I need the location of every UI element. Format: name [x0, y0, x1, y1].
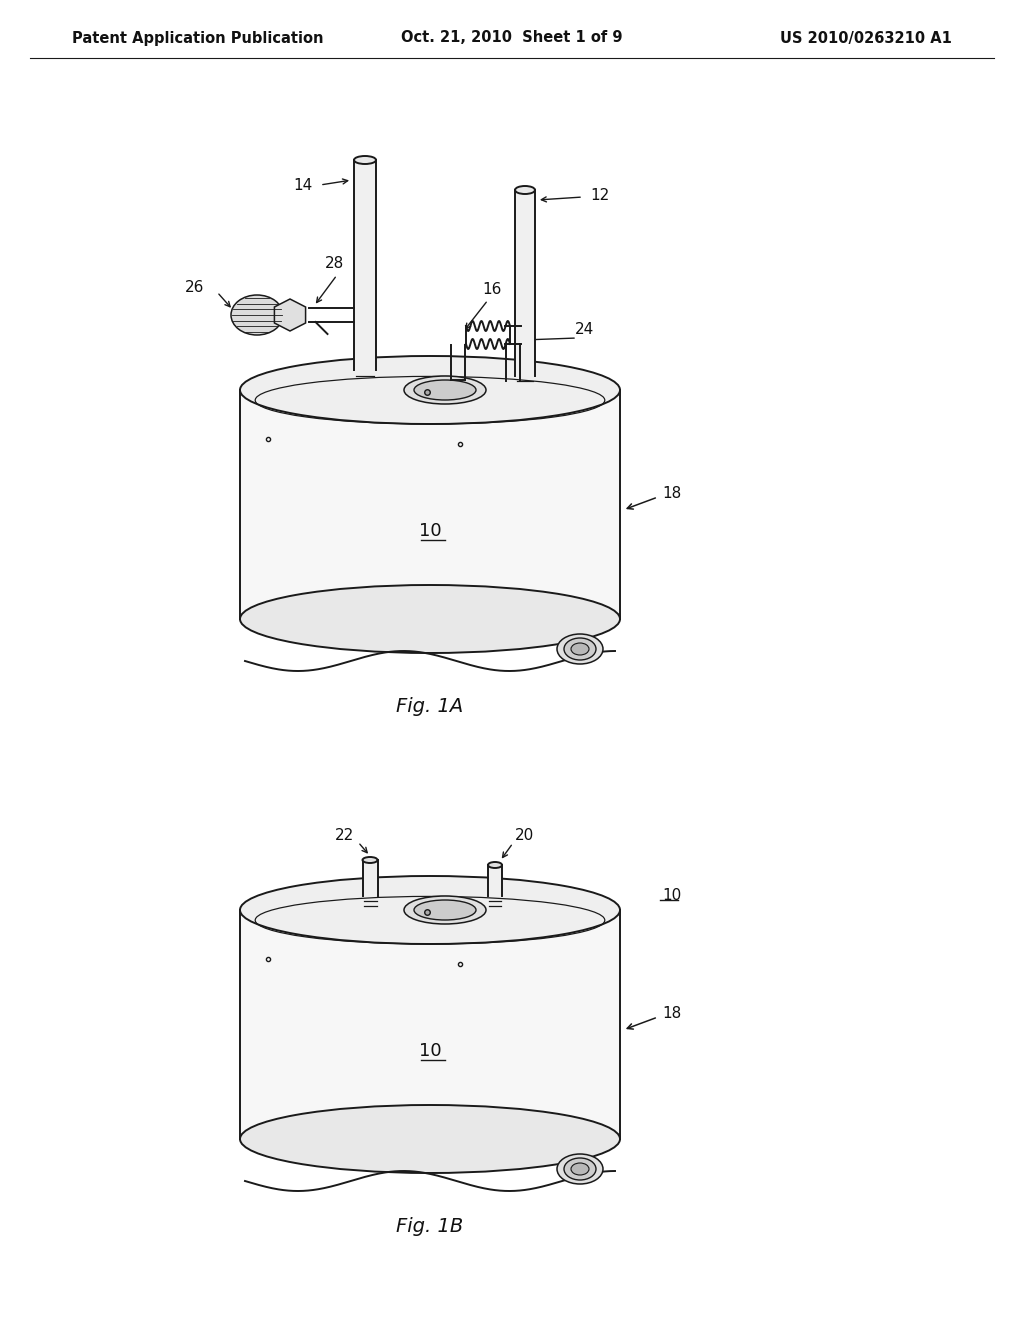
- Text: 16: 16: [482, 282, 502, 297]
- Ellipse shape: [515, 186, 535, 194]
- Ellipse shape: [557, 634, 603, 664]
- Text: 24: 24: [575, 322, 595, 338]
- Text: 20: 20: [515, 828, 535, 842]
- Polygon shape: [488, 865, 502, 896]
- Polygon shape: [515, 190, 535, 376]
- Ellipse shape: [488, 862, 502, 869]
- Text: US 2010/0263210 A1: US 2010/0263210 A1: [780, 30, 952, 45]
- Text: 10: 10: [419, 523, 441, 540]
- Ellipse shape: [404, 376, 486, 404]
- Ellipse shape: [404, 896, 486, 924]
- Polygon shape: [354, 160, 376, 370]
- Text: 18: 18: [662, 1006, 681, 1022]
- Text: 22: 22: [336, 828, 354, 842]
- Ellipse shape: [240, 876, 620, 944]
- Ellipse shape: [414, 900, 476, 920]
- Ellipse shape: [240, 1105, 620, 1173]
- Text: 10: 10: [419, 1043, 441, 1060]
- Ellipse shape: [240, 356, 620, 424]
- Ellipse shape: [240, 585, 620, 653]
- Text: 12: 12: [591, 187, 609, 202]
- Ellipse shape: [571, 1163, 589, 1175]
- Ellipse shape: [564, 638, 596, 660]
- Text: Fig. 1A: Fig. 1A: [396, 697, 464, 715]
- Polygon shape: [240, 389, 620, 619]
- Text: 10: 10: [662, 887, 681, 903]
- Ellipse shape: [354, 156, 376, 164]
- Ellipse shape: [414, 380, 476, 400]
- Text: Patent Application Publication: Patent Application Publication: [72, 30, 324, 45]
- Text: 18: 18: [662, 487, 681, 502]
- Text: Fig. 1B: Fig. 1B: [396, 1217, 464, 1236]
- Text: 14: 14: [293, 177, 312, 193]
- Polygon shape: [362, 861, 378, 896]
- Polygon shape: [274, 300, 305, 331]
- Text: Oct. 21, 2010  Sheet 1 of 9: Oct. 21, 2010 Sheet 1 of 9: [401, 30, 623, 45]
- Ellipse shape: [564, 1158, 596, 1180]
- Polygon shape: [240, 909, 620, 1139]
- Ellipse shape: [362, 857, 378, 863]
- Ellipse shape: [231, 294, 283, 335]
- Ellipse shape: [557, 1154, 603, 1184]
- Text: 26: 26: [185, 280, 205, 294]
- Text: 28: 28: [326, 256, 345, 271]
- Ellipse shape: [571, 643, 589, 655]
